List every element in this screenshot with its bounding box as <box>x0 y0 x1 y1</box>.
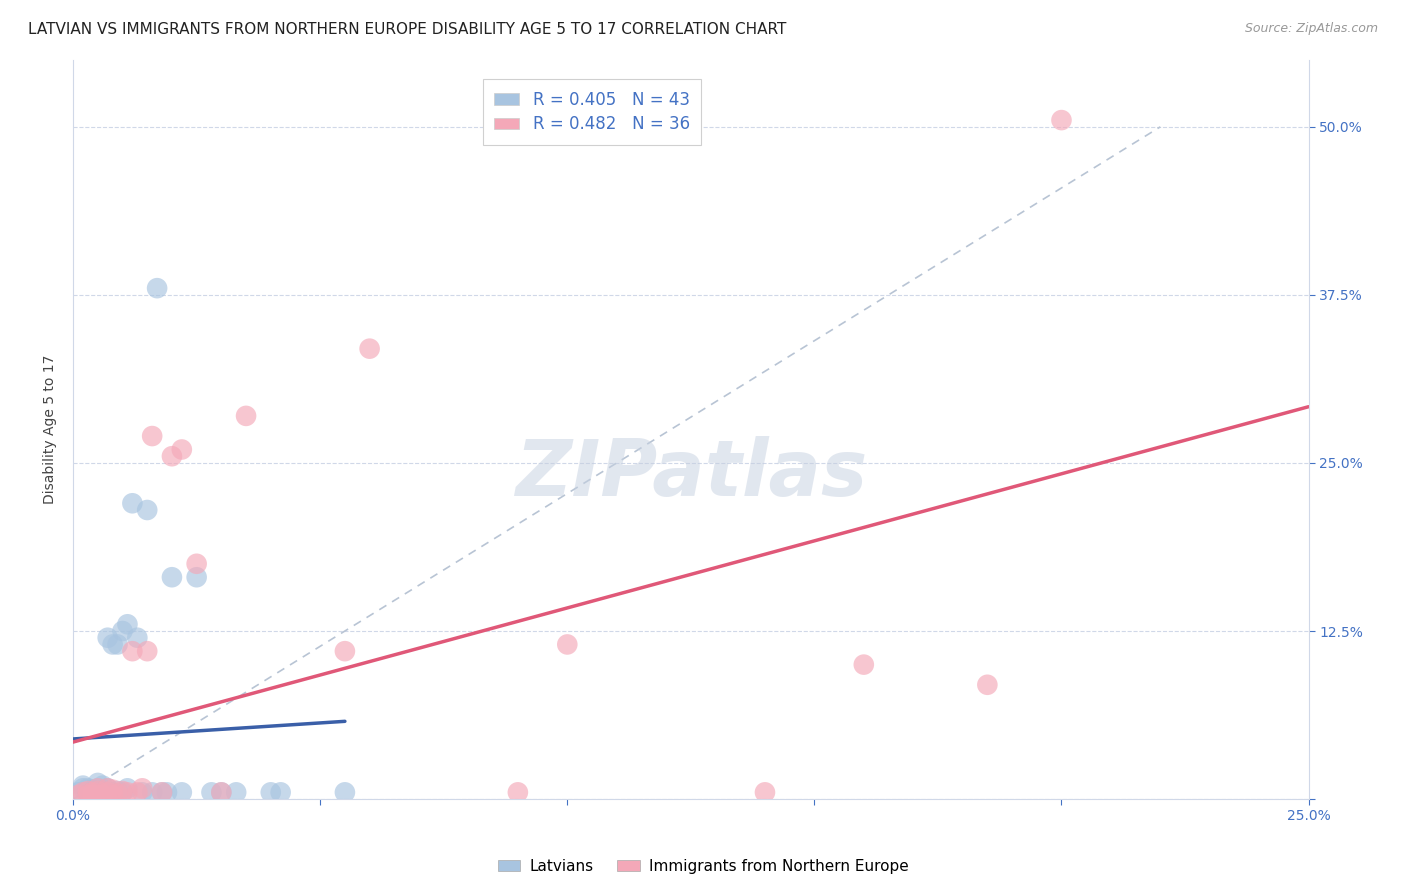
Point <box>136 644 159 658</box>
Point <box>97 785 120 799</box>
Point <box>117 785 139 799</box>
Legend: Latvians, Immigrants from Northern Europe: Latvians, Immigrants from Northern Europ… <box>492 853 914 880</box>
Point <box>77 785 100 799</box>
Point <box>235 409 257 423</box>
Point <box>91 788 114 802</box>
Point <box>82 782 104 797</box>
Point <box>976 678 998 692</box>
Point <box>87 776 110 790</box>
Point <box>225 785 247 799</box>
Point <box>117 781 139 796</box>
Point <box>200 785 222 799</box>
Point <box>77 788 100 802</box>
Point <box>156 785 179 799</box>
Point <box>186 570 208 584</box>
Point <box>260 785 283 799</box>
Point <box>77 781 100 796</box>
Point <box>101 785 124 799</box>
Point <box>506 785 529 799</box>
Text: Source: ZipAtlas.com: Source: ZipAtlas.com <box>1244 22 1378 36</box>
Point <box>97 781 120 796</box>
Point <box>67 788 90 802</box>
Point <box>101 637 124 651</box>
Point <box>754 785 776 799</box>
Point <box>67 785 90 799</box>
Point <box>87 788 110 802</box>
Point <box>91 784 114 798</box>
Point <box>107 787 129 801</box>
Point <box>97 781 120 796</box>
Point <box>101 788 124 802</box>
Point <box>117 617 139 632</box>
Point <box>82 785 104 799</box>
Point <box>209 785 232 799</box>
Point <box>82 788 104 802</box>
Point <box>852 657 875 672</box>
Legend: R = 0.405   N = 43, R = 0.482   N = 36: R = 0.405 N = 43, R = 0.482 N = 36 <box>482 79 702 145</box>
Point <box>160 449 183 463</box>
Point <box>87 781 110 796</box>
Point <box>209 785 232 799</box>
Point <box>555 637 578 651</box>
Point <box>91 787 114 801</box>
Point <box>136 503 159 517</box>
Point <box>150 785 173 799</box>
Point <box>170 785 193 799</box>
Point <box>121 644 143 658</box>
Point <box>141 785 163 799</box>
Point <box>82 785 104 799</box>
Point <box>150 785 173 799</box>
Point <box>111 624 134 638</box>
Text: LATVIAN VS IMMIGRANTS FROM NORTHERN EUROPE DISABILITY AGE 5 TO 17 CORRELATION CH: LATVIAN VS IMMIGRANTS FROM NORTHERN EURO… <box>28 22 786 37</box>
Point <box>97 787 120 801</box>
Point <box>170 442 193 457</box>
Point <box>107 784 129 798</box>
Point <box>270 785 292 799</box>
Point <box>72 785 94 799</box>
Point <box>146 281 169 295</box>
Point <box>87 785 110 799</box>
Point <box>333 785 356 799</box>
Point <box>87 788 110 802</box>
Text: ZIPatlas: ZIPatlas <box>515 435 868 512</box>
Point <box>82 788 104 802</box>
Point <box>121 496 143 510</box>
Point <box>131 781 153 796</box>
Point <box>131 785 153 799</box>
Point <box>97 631 120 645</box>
Point <box>160 570 183 584</box>
Point <box>127 785 149 799</box>
Point <box>111 784 134 798</box>
Point <box>141 429 163 443</box>
Point <box>111 785 134 799</box>
Point <box>359 342 381 356</box>
Point <box>87 784 110 798</box>
Point <box>72 779 94 793</box>
Point <box>186 557 208 571</box>
Point <box>333 644 356 658</box>
Point <box>87 781 110 796</box>
Y-axis label: Disability Age 5 to 17: Disability Age 5 to 17 <box>44 355 58 504</box>
Point <box>107 637 129 651</box>
Point <box>91 779 114 793</box>
Point <box>127 631 149 645</box>
Point <box>1050 113 1073 128</box>
Point <box>77 784 100 798</box>
Point <box>101 782 124 797</box>
Point <box>72 781 94 796</box>
